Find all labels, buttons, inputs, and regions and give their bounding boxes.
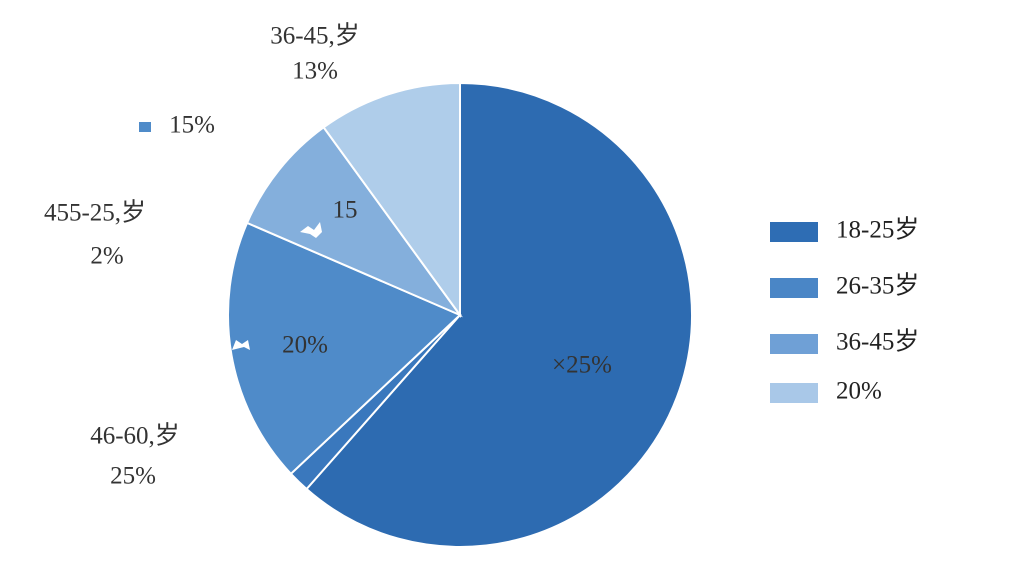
data-label: 20% bbox=[282, 332, 328, 359]
data-label: ×25% bbox=[552, 352, 612, 379]
data-label: 15 bbox=[333, 197, 358, 224]
legend-label: 26-35岁 bbox=[836, 272, 919, 300]
data-label: 13% bbox=[292, 58, 338, 85]
data-label: 25% bbox=[110, 463, 156, 490]
icon bbox=[300, 222, 322, 238]
slice bbox=[227, 221, 462, 476]
data-label: 15% bbox=[169, 112, 215, 139]
legend-swatch bbox=[770, 278, 818, 298]
legend-label: 20% bbox=[836, 378, 882, 405]
slice bbox=[322, 81, 461, 319]
legend-swatch bbox=[770, 383, 818, 403]
legend-swatch bbox=[770, 334, 818, 354]
data-label: 46-60,岁 bbox=[90, 422, 180, 450]
icon bbox=[232, 340, 250, 350]
slice bbox=[305, 81, 693, 548]
slices bbox=[227, 81, 693, 548]
slice bbox=[245, 125, 463, 318]
data-label: 2% bbox=[90, 243, 123, 270]
data-label: 455-25,岁 bbox=[44, 199, 146, 227]
data-label: 36-45,岁 bbox=[270, 22, 360, 50]
legend-label: 36-45岁 bbox=[836, 328, 919, 356]
legend-swatch bbox=[770, 222, 818, 242]
legend-label: 18-25岁 bbox=[836, 216, 919, 244]
icon bbox=[139, 122, 151, 132]
